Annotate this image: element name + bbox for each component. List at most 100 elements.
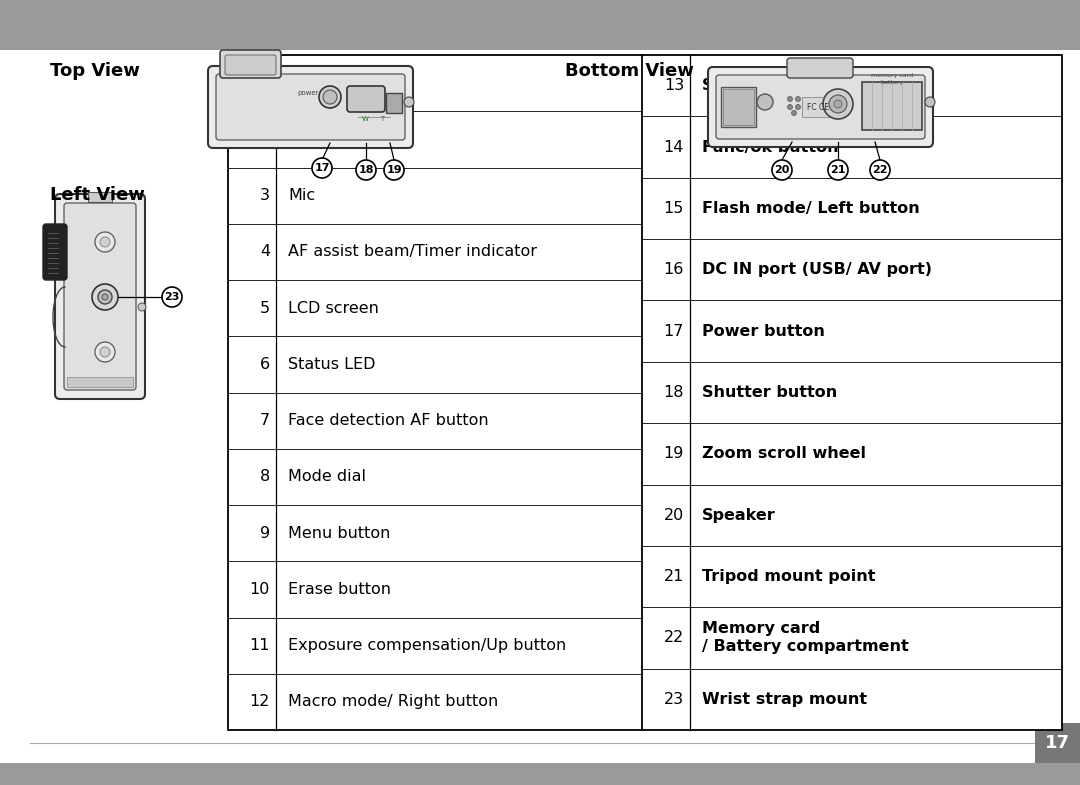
Text: T: T [380, 116, 384, 122]
Text: 17: 17 [663, 323, 684, 338]
Text: 23: 23 [664, 692, 684, 706]
Text: Status LED: Status LED [288, 357, 376, 372]
Text: FC CE: FC CE [807, 103, 829, 111]
Text: 6: 6 [260, 357, 270, 372]
Circle shape [796, 104, 800, 109]
Circle shape [100, 237, 110, 247]
Circle shape [404, 97, 414, 107]
Text: Zoom scroll wheel: Zoom scroll wheel [702, 447, 866, 462]
Text: 19: 19 [663, 447, 684, 462]
FancyBboxPatch shape [225, 55, 276, 75]
Circle shape [319, 86, 341, 108]
Circle shape [95, 232, 114, 252]
Text: 7: 7 [260, 413, 270, 428]
Text: 8: 8 [260, 469, 270, 484]
Text: LCD screen: LCD screen [288, 301, 379, 316]
Text: / Battery compartment: / Battery compartment [702, 640, 908, 655]
Text: DC IN port (USB/ AV port): DC IN port (USB/ AV port) [702, 262, 932, 277]
Text: 12: 12 [249, 695, 270, 710]
Circle shape [384, 160, 404, 180]
Circle shape [138, 303, 146, 311]
Circle shape [100, 347, 110, 357]
Text: AF assist beam/Timer indicator: AF assist beam/Timer indicator [288, 244, 537, 259]
Circle shape [829, 95, 847, 113]
Text: 4: 4 [260, 244, 270, 259]
Text: Self-timer/ Down button: Self-timer/ Down button [702, 78, 920, 93]
Text: 18: 18 [359, 165, 374, 175]
Bar [721, 87, 756, 127]
FancyBboxPatch shape [708, 67, 933, 147]
FancyBboxPatch shape [220, 50, 281, 78]
Bar [862, 82, 922, 130]
Text: 20: 20 [774, 165, 789, 175]
Text: 18: 18 [663, 385, 684, 400]
Text: 5: 5 [260, 301, 270, 316]
Text: W: W [362, 116, 368, 122]
Text: Tripod mount point: Tripod mount point [702, 569, 876, 584]
Text: 22: 22 [664, 630, 684, 645]
Text: 17: 17 [1044, 734, 1069, 752]
Circle shape [162, 287, 183, 307]
Text: 1: 1 [260, 75, 270, 90]
Circle shape [757, 94, 773, 110]
Text: Mode dial: Mode dial [288, 469, 366, 484]
Bar [723, 89, 754, 125]
Text: 9: 9 [260, 526, 270, 541]
Text: Left View: Left View [50, 186, 145, 204]
Text: Func/ok button: Func/ok button [702, 140, 839, 155]
Bar [386, 93, 402, 113]
Circle shape [792, 111, 797, 115]
Text: 2: 2 [260, 132, 270, 147]
Text: 17: 17 [314, 163, 329, 173]
Circle shape [787, 97, 793, 101]
Text: Speaker: Speaker [702, 508, 775, 523]
Circle shape [924, 97, 935, 107]
FancyBboxPatch shape [787, 58, 853, 78]
Text: Top View: Top View [50, 62, 140, 80]
Circle shape [356, 160, 376, 180]
Text: Exposure compensation/Up button: Exposure compensation/Up button [288, 638, 566, 653]
FancyBboxPatch shape [347, 86, 384, 112]
Circle shape [834, 100, 842, 108]
Text: Macro mode/ Right button: Macro mode/ Right button [288, 695, 498, 710]
Text: 20: 20 [664, 508, 684, 523]
Text: power: power [297, 90, 319, 96]
Text: Flash mode/ Left button: Flash mode/ Left button [702, 201, 920, 216]
Text: Bottom View: Bottom View [565, 62, 693, 80]
Circle shape [772, 160, 792, 180]
Bar [0, 763, 1080, 785]
Text: Lens: Lens [288, 132, 325, 147]
Circle shape [870, 160, 890, 180]
Circle shape [92, 284, 118, 310]
Text: 3: 3 [260, 188, 270, 203]
Text: Face detection AF button: Face detection AF button [288, 413, 488, 428]
Text: Menu button: Menu button [288, 526, 390, 541]
FancyBboxPatch shape [208, 66, 413, 148]
Text: memory card: memory card [870, 73, 913, 78]
Circle shape [102, 294, 108, 300]
Text: Erase button: Erase button [288, 582, 391, 597]
Circle shape [312, 158, 332, 178]
Text: 11: 11 [249, 638, 270, 653]
Bar [802, 97, 838, 117]
Text: 21: 21 [831, 165, 846, 175]
Bar [0, 0, 1080, 50]
Text: Memory card: Memory card [702, 622, 820, 637]
Bar [228, 55, 1062, 730]
Circle shape [98, 290, 112, 304]
Text: 19: 19 [387, 165, 402, 175]
Text: Flash: Flash [288, 75, 330, 90]
Circle shape [796, 97, 800, 101]
FancyBboxPatch shape [43, 224, 67, 280]
Text: 13: 13 [664, 78, 684, 93]
Bar [1035, 723, 1080, 763]
Bar [67, 377, 133, 387]
Circle shape [823, 89, 853, 119]
FancyBboxPatch shape [55, 194, 145, 399]
Text: battery: battery [880, 80, 904, 85]
Text: Shutter button: Shutter button [702, 385, 837, 400]
Bar [87, 192, 112, 202]
Text: 15: 15 [663, 201, 684, 216]
Text: 16: 16 [663, 262, 684, 277]
FancyBboxPatch shape [64, 203, 136, 390]
